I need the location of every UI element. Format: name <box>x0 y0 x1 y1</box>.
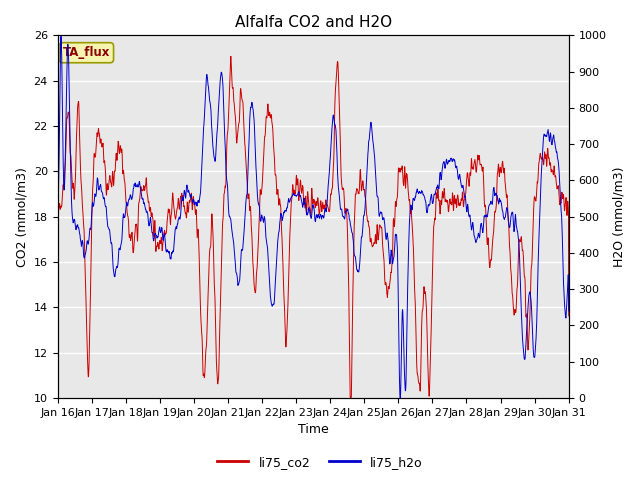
Y-axis label: CO2 (mmol/m3): CO2 (mmol/m3) <box>15 167 28 266</box>
Title: Alfalfa CO2 and H2O: Alfalfa CO2 and H2O <box>235 15 392 30</box>
Legend: li75_co2, li75_h2o: li75_co2, li75_h2o <box>212 451 428 474</box>
X-axis label: Time: Time <box>298 423 328 436</box>
Y-axis label: H2O (mmol/m3): H2O (mmol/m3) <box>612 167 625 267</box>
Text: TA_flux: TA_flux <box>63 46 110 59</box>
